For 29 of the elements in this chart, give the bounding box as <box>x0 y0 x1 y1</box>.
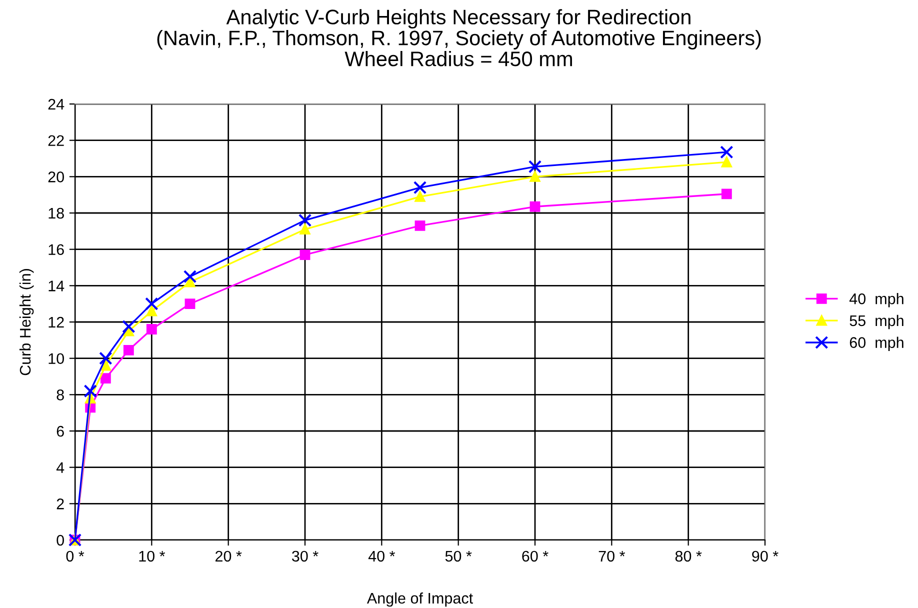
legend-label: 40 mph <box>849 293 904 308</box>
x-tick-label: 30 * <box>292 550 318 562</box>
legend-label: 55 mph <box>850 314 904 330</box>
x-tick-label: 50 * <box>445 550 472 562</box>
x-axis-title: Angle of Impact <box>366 592 473 607</box>
y-tick-label: 16 <box>48 244 64 256</box>
y-tick-label: 2 <box>56 498 64 510</box>
x-tick-label: 60 * <box>522 550 548 562</box>
y-tick-label: 8 <box>56 390 64 400</box>
x-tick-label: 70 * <box>598 550 626 562</box>
x-tick-label: 90 * <box>752 550 778 562</box>
x-tick-label: 80 * <box>675 550 702 562</box>
x-tick-label: 40 * <box>368 550 396 562</box>
y-tick-label: 22 <box>48 135 64 146</box>
y-tick-label: 24 <box>48 98 64 110</box>
legend-label: 60 mph <box>850 336 904 351</box>
y-tick-label: 6 <box>56 426 64 437</box>
y-tick-label: 10 <box>48 353 64 364</box>
chart-title: Analytic V-Curb Heights Necessary for Redirection (Navin, F.P., Thomson, R. 1997, Society of Automotive Engineers) Wheel Radius = 450 mm <box>157 9 761 66</box>
y-axis-title: Curb Height (in) <box>19 269 34 376</box>
y-tick-label: 18 <box>48 208 64 219</box>
y-tick-label: 20 <box>48 172 64 182</box>
x-tick-label: 0 * <box>66 550 84 562</box>
x-tick-label: 10 * <box>139 550 166 562</box>
y-tick-label: 14 <box>48 280 64 292</box>
y-tick-label: 12 <box>48 316 64 328</box>
y-tick-label: 4 <box>56 462 64 473</box>
y-tick-label: 0 <box>56 534 64 546</box>
x-tick-label: 20 * <box>216 550 242 562</box>
